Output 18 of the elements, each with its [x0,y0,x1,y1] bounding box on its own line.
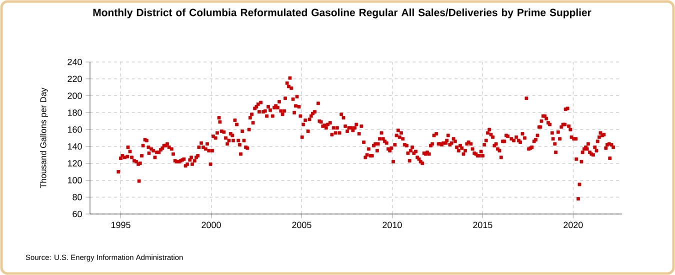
y-tick-label: 160 [68,126,82,133]
y-tick-label: 140 [68,143,82,150]
y-tick-label: 180 [68,109,82,116]
x-tick-label: 2015 [473,222,492,228]
x-tick-label: 1995 [111,222,130,228]
y-tick-label: 240 [68,58,82,66]
x-tick-label: 2020 [564,222,583,228]
y-tick-label: 120 [68,160,82,167]
x-tick-label: 2010 [382,222,402,228]
chart-title: Monthly District of Columbia Reformulated Gasoline Regular All Sales/Deliveries by Prime Supplier [93,8,592,18]
y-tick-label: 60 [72,210,82,218]
y-tick-label: 200 [68,92,82,99]
y-tick-label: 100 [68,177,82,184]
x-tick-label: 2000 [202,222,221,228]
y-tick-label: 80 [72,194,82,200]
y-tick-label: 220 [68,76,82,82]
x-tick-label: 2005 [292,222,312,228]
y-axis-title: Thousand Gallons per Day [40,88,48,188]
